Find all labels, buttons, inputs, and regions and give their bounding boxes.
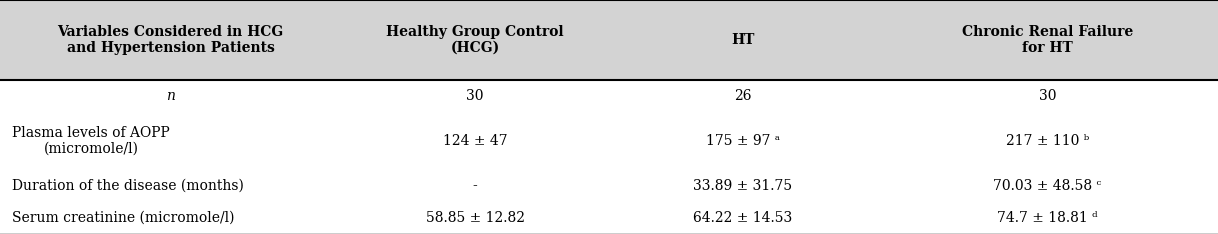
Text: 33.89 ± 31.75: 33.89 ± 31.75 xyxy=(693,179,793,193)
Bar xyxy=(0,0,1218,80)
Text: 58.85 ± 12.82: 58.85 ± 12.82 xyxy=(425,211,525,225)
Text: Healthy Group Control
(HCG): Healthy Group Control (HCG) xyxy=(386,25,564,55)
Text: HT: HT xyxy=(731,33,755,47)
Text: n: n xyxy=(166,89,175,103)
Text: Serum creatinine (micromole/l): Serum creatinine (micromole/l) xyxy=(12,211,235,225)
Text: 26: 26 xyxy=(734,89,752,103)
Text: Variables Considered in HCG
and Hypertension Patients: Variables Considered in HCG and Hyperten… xyxy=(57,25,284,55)
Text: 30: 30 xyxy=(1039,89,1056,103)
Text: 64.22 ± 14.53: 64.22 ± 14.53 xyxy=(693,211,793,225)
Text: 124 ± 47: 124 ± 47 xyxy=(442,134,508,148)
Text: 217 ± 110 ᵇ: 217 ± 110 ᵇ xyxy=(1006,134,1089,148)
Text: -: - xyxy=(473,179,477,193)
Text: Chronic Renal Failure
for HT: Chronic Renal Failure for HT xyxy=(962,25,1133,55)
Text: 30: 30 xyxy=(466,89,484,103)
Text: Plasma levels of AOPP
(micromole/l): Plasma levels of AOPP (micromole/l) xyxy=(12,126,171,156)
Text: 74.7 ± 18.81 ᵈ: 74.7 ± 18.81 ᵈ xyxy=(998,211,1097,225)
Text: 70.03 ± 48.58 ᶜ: 70.03 ± 48.58 ᶜ xyxy=(994,179,1101,193)
Text: 175 ± 97 ᵃ: 175 ± 97 ᵃ xyxy=(706,134,780,148)
Text: Duration of the disease (months): Duration of the disease (months) xyxy=(12,179,244,193)
